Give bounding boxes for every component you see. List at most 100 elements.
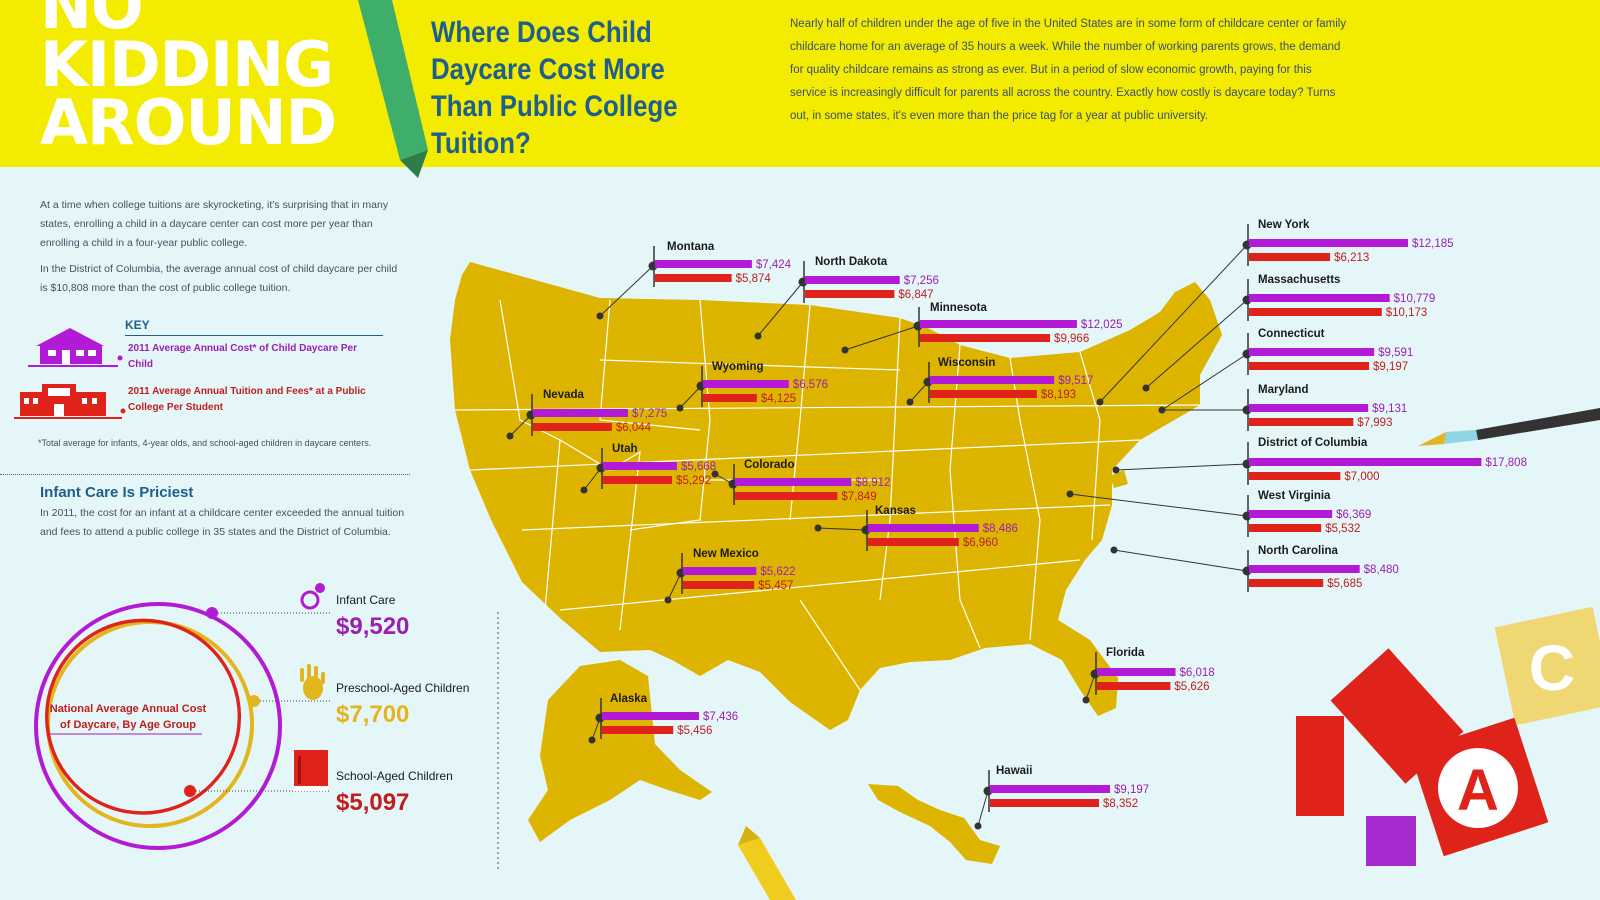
state-label-new-mexico: New Mexico	[693, 548, 759, 560]
value-daycare-colorado: $8,912	[855, 477, 890, 489]
value-daycare-nevada: $7,275	[632, 408, 667, 420]
toy-block-c-icon: C	[1494, 606, 1600, 726]
key-college-label: 2011 Average Annual Tuition and Fees* at…	[128, 386, 366, 413]
value-daycare-north-carolina: $8,480	[1364, 564, 1399, 576]
bar-college-wisconsin	[930, 390, 1037, 398]
bar-college-west-virginia	[1249, 524, 1322, 532]
bar-daycare-maryland	[1249, 404, 1369, 412]
bar-college-alaska	[602, 726, 674, 734]
state-label-hawaii: Hawaii	[996, 765, 1032, 777]
age-group-value-preschool-aged-children: $7,700	[336, 701, 409, 728]
leader-line-kansas	[817, 527, 867, 531]
value-college-wisconsin: $8,193	[1041, 389, 1076, 401]
toy-block-a-icon: A	[1409, 717, 1549, 857]
value-college-massachusetts: $10,173	[1386, 307, 1428, 319]
state-label-new-york: New York	[1258, 219, 1310, 231]
state-label-alaska: Alaska	[610, 693, 648, 705]
state-label-maryland: Maryland	[1258, 384, 1309, 396]
bar-college-connecticut	[1249, 362, 1370, 370]
leader-line-hawaii	[977, 790, 989, 827]
value-college-north-carolina: $5,685	[1327, 578, 1362, 590]
value-daycare-alaska: $7,436	[703, 711, 738, 723]
key-rule	[125, 335, 383, 336]
value-college-montana: $5,874	[736, 273, 772, 285]
bar-daycare-district-of-columbia	[1249, 458, 1482, 466]
value-daycare-maryland: $9,131	[1372, 403, 1407, 415]
bar-daycare-nevada	[533, 409, 628, 417]
bar-college-new-mexico	[683, 581, 755, 589]
leader-line-new-mexico	[667, 572, 682, 601]
value-daycare-north-dakota: $7,256	[904, 275, 939, 287]
section-divider	[0, 474, 410, 475]
value-college-maryland: $7,993	[1357, 417, 1392, 429]
header-banner	[0, 0, 1600, 167]
key-daycare-label: 2011 Average Annual Cost* of Child Dayca…	[128, 343, 357, 370]
headline: NO KIDDING AROUND	[40, 0, 337, 154]
state-label-west-virginia: West Virginia	[1258, 490, 1331, 502]
leader-line-minnesota	[844, 325, 919, 351]
value-daycare-minnesota: $12,025	[1081, 319, 1123, 331]
bar-college-north-dakota	[805, 290, 895, 298]
pacifier-icon	[300, 583, 325, 610]
sidebar-paragraph-1: At a time when college tuitions are skyr…	[40, 199, 389, 249]
value-college-district-of-columbia: $7,000	[1344, 471, 1379, 483]
bar-college-florida	[1097, 682, 1171, 690]
value-daycare-massachusetts: $10,779	[1394, 293, 1436, 305]
bar-college-wyoming	[703, 394, 757, 402]
age-group-value-infant-care: $9,520	[336, 613, 409, 640]
state-label-nevada: Nevada	[543, 389, 585, 401]
age-group-label-preschool-aged-children: Preschool-Aged Children	[336, 681, 469, 695]
key-title: KEY	[125, 318, 150, 332]
headline-line-2: KIDDING	[40, 28, 334, 101]
value-college-west-virginia: $5,532	[1325, 523, 1360, 535]
value-daycare-wyoming: $6,576	[793, 379, 828, 391]
bar-college-massachusetts	[1249, 308, 1382, 316]
bar-college-montana	[655, 274, 732, 282]
state-label-massachusetts: Massachusetts	[1258, 274, 1340, 286]
value-college-alaska: $5,456	[677, 725, 712, 737]
bar-college-utah	[603, 476, 673, 484]
bar-college-maryland	[1249, 418, 1354, 426]
leader-line-district-of-columbia	[1115, 463, 1248, 471]
age-group-label-school-aged-children: School-Aged Children	[336, 769, 453, 783]
state-label-connecticut: Connecticut	[1258, 328, 1325, 340]
us-map	[450, 262, 1222, 864]
bar-daycare-colorado	[735, 478, 852, 486]
state-label-montana: Montana	[667, 241, 715, 253]
value-daycare-connecticut: $9,591	[1378, 347, 1413, 359]
leader-line-utah	[583, 467, 602, 491]
bar-daycare-north-carolina	[1249, 565, 1360, 573]
infant-care-heading: Infant Care Is Priciest	[40, 484, 194, 501]
value-college-connecticut: $9,197	[1373, 361, 1408, 373]
key-footnote: *Total average for infants, 4-year olds,…	[38, 438, 372, 448]
age-group-value-school-aged-children: $5,097	[336, 789, 409, 816]
value-daycare-montana: $7,424	[756, 259, 792, 271]
value-daycare-hawaii: $9,197	[1114, 784, 1149, 796]
intro-paragraph: Nearly half of children under the age of…	[790, 18, 1347, 122]
paintbrush-icon	[1418, 408, 1600, 446]
leader-line-wyoming	[679, 385, 702, 409]
bar-college-north-carolina	[1249, 579, 1324, 587]
ring-infant-care	[34, 602, 282, 850]
state-label-north-dakota: North Dakota	[815, 256, 888, 268]
bar-daycare-north-dakota	[805, 276, 900, 284]
house-icon	[28, 328, 123, 367]
bar-college-hawaii	[990, 799, 1099, 807]
state-label-district-of-columbia: District of Columbia	[1258, 437, 1368, 449]
bar-college-minnesota	[920, 334, 1051, 342]
state-label-wisconsin: Wisconsin	[938, 357, 995, 369]
headline-line-1: NO	[40, 0, 144, 43]
value-daycare-florida: $6,018	[1180, 667, 1215, 679]
leader-line-florida	[1085, 673, 1096, 701]
green-pencil-icon	[358, 0, 428, 178]
value-daycare-kansas: $8,486	[983, 523, 1018, 535]
school-building-icon	[14, 384, 126, 419]
bar-daycare-new-york	[1249, 239, 1409, 247]
book-icon	[294, 750, 328, 791]
infographic-question: Where Does Child Daycare Cost More Than …	[431, 16, 678, 160]
state-label-north-carolina: North Carolina	[1258, 545, 1338, 557]
leader-line-nevada	[509, 414, 532, 437]
value-college-nevada: $6,044	[616, 422, 652, 434]
state-label-kansas: Kansas	[875, 505, 916, 517]
